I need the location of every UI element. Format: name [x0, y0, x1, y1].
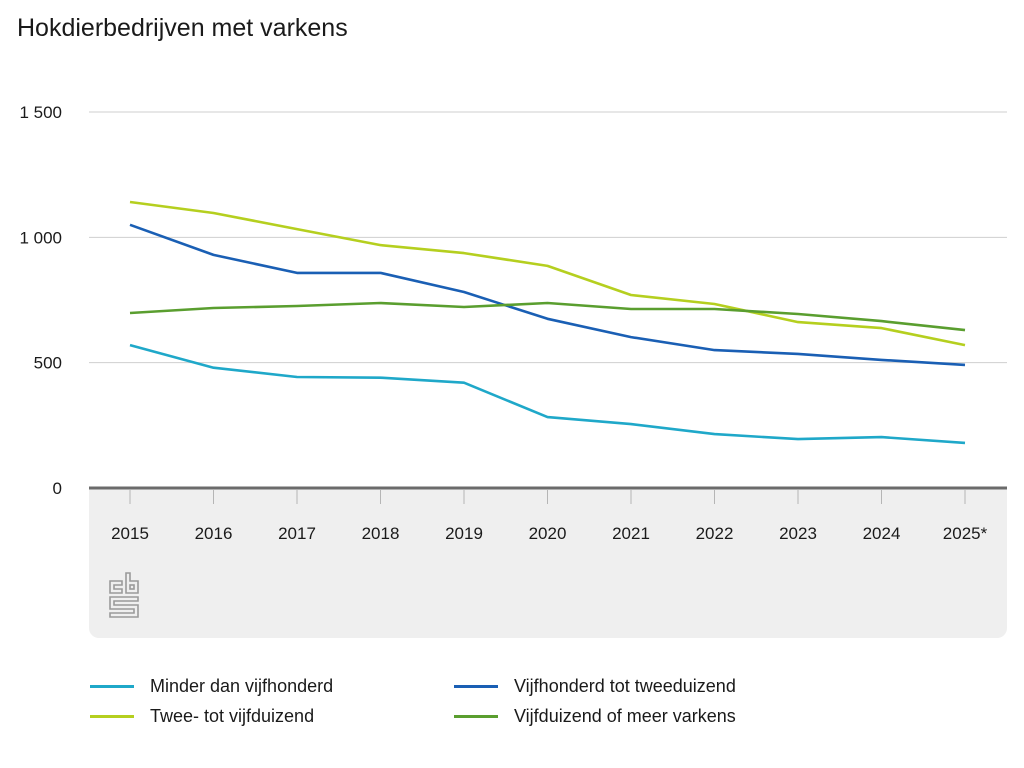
legend-item: Vijfduizend of meer varkens: [454, 706, 736, 727]
legend-label: Minder dan vijfhonderd: [150, 676, 334, 696]
x-tick-label: 2017: [278, 524, 316, 543]
y-tick-label: 1 000: [19, 228, 62, 247]
x-tick-label: 2021: [612, 524, 650, 543]
legend-item: Vijfhonderd tot tweeduizend: [454, 676, 736, 697]
x-tick-label: 2023: [779, 524, 817, 543]
chart-title: Hokdierbedrijven met varkens: [17, 14, 348, 42]
x-tick-label: 2019: [445, 524, 483, 543]
legend-item: Twee- tot vijfduizend: [90, 706, 314, 727]
legend-swatch: [454, 715, 498, 718]
gridlines: [89, 111, 1007, 364]
legend-item: Minder dan vijfhonderd: [90, 676, 333, 697]
x-axis: 2015 2016 2017 2018 2019 2020 2021 2022 2023 2024…: [89, 486, 1007, 543]
y-axis-ticks: 0 500 1 000 1 500: [19, 103, 62, 498]
legend-swatch: [454, 685, 498, 688]
y-tick-label: 500: [34, 354, 62, 373]
series-line-1[interactable]: [129, 343, 966, 445]
x-tick-label: 2024: [863, 524, 901, 543]
legend-label: Vijfhonderd tot tweeduizend: [514, 676, 736, 696]
series-line-3[interactable]: [129, 200, 966, 347]
x-tick-label: 2022: [696, 524, 734, 543]
x-tick-label: 2025*: [943, 524, 988, 543]
y-tick-label: 1 500: [19, 103, 62, 122]
x-axis-panel: [89, 488, 1007, 638]
legend-label: Twee- tot vijfduizend: [150, 706, 315, 726]
series-line-2[interactable]: [129, 223, 966, 367]
x-tick-label: 2018: [362, 524, 400, 543]
y-tick-label: 0: [53, 479, 62, 498]
legend-label: Vijfduizend of meer varkens: [514, 706, 736, 726]
x-tick-label: 2020: [529, 524, 567, 543]
legend-swatch: [90, 715, 134, 718]
series-line-4[interactable]: [129, 301, 966, 332]
series-lines: [129, 200, 966, 445]
x-tick-label: 2015: [111, 524, 149, 543]
legend-swatch: [90, 685, 134, 688]
x-tick-label: 2016: [195, 524, 233, 543]
cbs-logo-icon: [109, 572, 141, 623]
